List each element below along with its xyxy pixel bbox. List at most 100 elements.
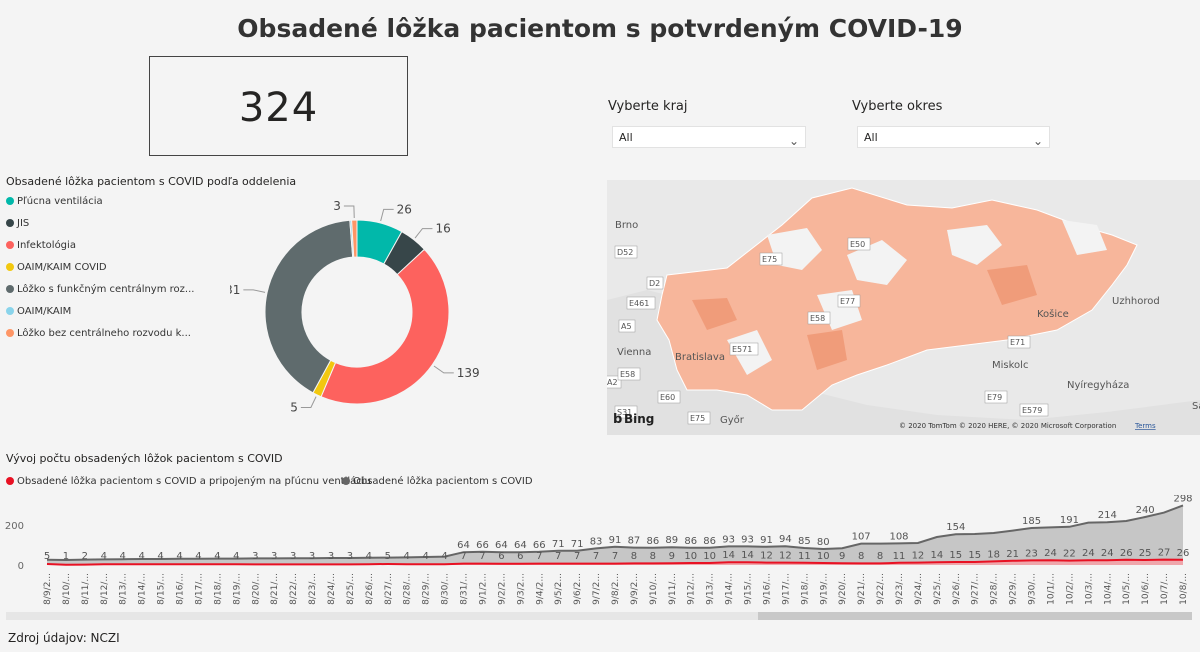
x-tick-label: 9/20/... (838, 573, 848, 605)
data-label-total: 66 (476, 540, 489, 551)
donut-chart[interactable]: 26 16 139 5 131 3 (230, 195, 560, 425)
okres-dropdown[interactable]: All ⌄ (857, 126, 1050, 148)
map-place-label: E579 (1022, 406, 1042, 415)
x-tick-label: 8/12/... (100, 573, 110, 605)
data-label-total: 80 (817, 537, 830, 548)
data-label-ventilation: 9 (839, 551, 845, 562)
road-shield (1019, 403, 1049, 417)
donut-data-label: 131 (230, 283, 240, 297)
data-label-ventilation: 10 (817, 551, 830, 562)
data-label-ventilation: 15 (949, 550, 962, 561)
data-label-total: 91 (609, 535, 622, 546)
x-tick-label: 9/15/... (744, 573, 754, 605)
kraj-dropdown-value: All (619, 131, 633, 144)
map-place-label: E77 (840, 297, 855, 306)
map-place-label: A5 (621, 322, 632, 331)
legend-swatch (342, 477, 350, 485)
map-place-label: Brno (615, 220, 638, 231)
legend-item[interactable]: Infektológia (6, 240, 194, 262)
legend-item[interactable]: OAIM/KAIM (6, 306, 194, 328)
data-label-ventilation: 12 (760, 551, 773, 562)
data-label-total: 154 (946, 522, 965, 533)
data-label-ventilation: 23 (1025, 548, 1038, 559)
map-place-label: E75 (690, 414, 705, 423)
chart-scrollbar[interactable] (6, 612, 1192, 620)
data-label-total: 89 (665, 535, 678, 546)
map-place-label: E571 (732, 345, 752, 354)
data-label-ventilation: 26 (1177, 548, 1190, 559)
x-tick-label: 9/2/2... (497, 573, 507, 605)
donut-slice[interactable] (264, 219, 354, 394)
kpi-value: 324 (238, 85, 319, 131)
x-tick-label: 10/4/... (1103, 573, 1113, 605)
data-label-ventilation: 3 (309, 551, 315, 562)
y-tick-label: 0 (18, 561, 24, 572)
data-label-total: 85 (798, 536, 811, 547)
x-tick-label: 9/25/... (933, 573, 943, 605)
series-line-ventilation[interactable] (46, 558, 1184, 566)
donut-slices: 26 16 139 5 131 3 (230, 199, 480, 414)
data-label-ventilation: 4 (157, 551, 163, 562)
data-label-total: 191 (1060, 515, 1079, 526)
data-label-ventilation: 7 (536, 551, 542, 562)
legend-item[interactable]: Pľúcna ventilácia (6, 196, 194, 218)
region-unfilled (847, 240, 907, 285)
x-tick-label: 10/5/... (1122, 573, 1132, 605)
x-tick-label: 9/27/... (971, 573, 981, 605)
data-label-ventilation: 14 (930, 550, 943, 561)
data-label-ventilation: 4 (101, 551, 107, 562)
data-label-total: 64 (514, 540, 527, 551)
map-place-label: A2 (607, 378, 618, 387)
slicer-label-okres: Vyberte okres (852, 99, 943, 114)
legend-swatch (6, 241, 14, 249)
data-label-ventilation: 4 (404, 551, 410, 562)
x-tick-label: 8/31/... (460, 573, 470, 605)
x-tick-label: 9/18/... (800, 573, 810, 605)
map-place-label: S31 (617, 408, 632, 417)
series-line-total[interactable] (46, 504, 1184, 562)
data-label-total: 185 (1022, 516, 1041, 527)
road-shield (847, 237, 871, 251)
legend-swatch (6, 307, 14, 315)
donut-slice[interactable] (320, 248, 450, 405)
map-place-label: E79 (987, 393, 1002, 402)
road-shield (687, 411, 711, 425)
map-place-label: Nyíregyháza (1067, 379, 1129, 391)
x-tick-label: 9/19/... (819, 573, 829, 605)
data-label-ventilation: 4 (441, 551, 447, 562)
x-tick-label: 8/26/... (365, 573, 375, 605)
data-label-ventilation: 25 (1139, 548, 1152, 559)
legend-swatch (6, 285, 14, 293)
data-label-ventilation: 11 (798, 551, 811, 562)
donut-title: Obsadené lôžka pacientom s COVID podľa o… (6, 175, 297, 188)
data-label-ventilation: 10 (703, 551, 716, 562)
legend-swatch (6, 197, 14, 205)
scrollbar-thumb[interactable] (758, 612, 1192, 620)
legend-item[interactable]: OAIM/KAIM COVID (6, 262, 194, 284)
road-shield (646, 276, 664, 290)
data-label-ventilation: 4 (195, 551, 201, 562)
map-terms-link[interactable]: Terms (1134, 422, 1156, 430)
kraj-dropdown[interactable]: All ⌄ (612, 126, 806, 148)
road-shield (614, 405, 638, 419)
series-area-total[interactable] (47, 505, 1183, 565)
trend-legend-item[interactable]: Obsadené lôžka pacientom s COVID (342, 476, 533, 487)
data-label-ventilation: 7 (460, 551, 466, 562)
x-tick-label: 9/9/2... (630, 573, 640, 605)
map-place-label: Győr (720, 414, 745, 426)
x-tick-label: 10/8/... (1179, 573, 1189, 605)
legend-item[interactable]: Lôžko s funkčným centrálnym roz... (6, 284, 194, 306)
donut-leader-line (380, 208, 394, 222)
road-shield (617, 367, 641, 381)
legend-item[interactable]: JIS (6, 218, 194, 240)
donut-data-label: 3 (333, 199, 341, 213)
donut-slice[interactable] (351, 219, 358, 258)
donut-leader-line (243, 289, 266, 293)
trend-legend-item[interactable]: Obsadené lôžka pacientom s COVID a pripo… (6, 476, 371, 487)
data-label-ventilation: 10 (684, 551, 697, 562)
donut-data-label: 139 (457, 366, 480, 380)
legend-item[interactable]: Lôžko bez centrálneho rozvodu k... (6, 328, 194, 350)
x-tick-label: 9/5/2... (554, 573, 564, 605)
